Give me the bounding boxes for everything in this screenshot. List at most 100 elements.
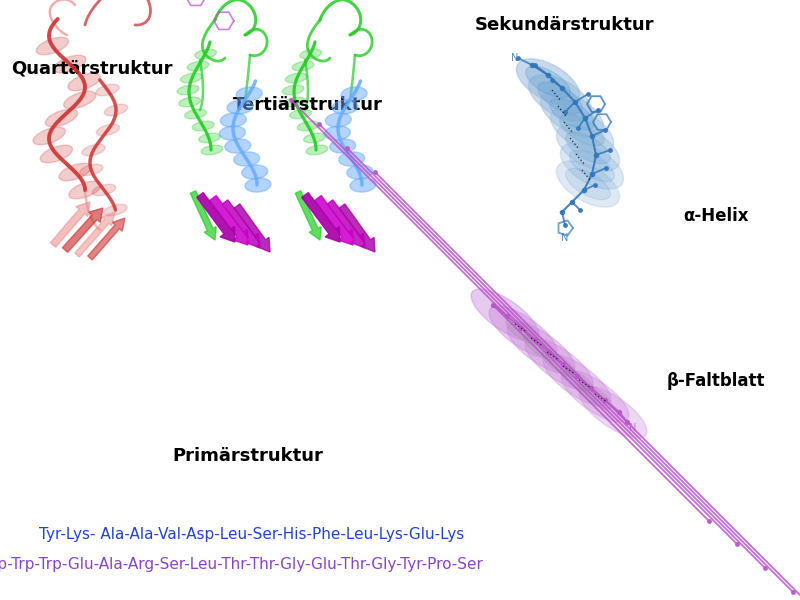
- FancyArrow shape: [197, 193, 235, 242]
- FancyArrow shape: [327, 200, 365, 248]
- Text: N: N: [562, 233, 569, 243]
- Text: Primärstruktur: Primärstruktur: [173, 447, 323, 465]
- Ellipse shape: [69, 181, 101, 199]
- Ellipse shape: [227, 100, 253, 114]
- Ellipse shape: [578, 383, 612, 409]
- Ellipse shape: [298, 121, 319, 131]
- Ellipse shape: [219, 126, 246, 140]
- Ellipse shape: [560, 367, 594, 393]
- Ellipse shape: [187, 61, 209, 71]
- Text: Tyr-Lys- Ala-Ala-Val-Asp-Leu-Ser-His-Phe-Leu-Lys-Glu-Lys: Tyr-Lys- Ala-Ala-Val-Asp-Leu-Ser-His-Phe…: [39, 527, 465, 541]
- Ellipse shape: [185, 109, 206, 119]
- Ellipse shape: [225, 139, 250, 153]
- Ellipse shape: [59, 163, 91, 181]
- Ellipse shape: [529, 75, 591, 121]
- Ellipse shape: [236, 87, 262, 101]
- Ellipse shape: [54, 55, 86, 73]
- Ellipse shape: [96, 84, 119, 96]
- Ellipse shape: [538, 82, 582, 114]
- Text: Sekundärstruktur: Sekundärstruktur: [474, 16, 654, 34]
- FancyArrow shape: [234, 204, 270, 252]
- Ellipse shape: [201, 145, 223, 155]
- Ellipse shape: [192, 121, 214, 131]
- Ellipse shape: [471, 289, 539, 341]
- FancyArrow shape: [302, 193, 340, 242]
- Ellipse shape: [542, 351, 576, 377]
- Ellipse shape: [566, 168, 610, 200]
- Ellipse shape: [557, 161, 619, 207]
- Ellipse shape: [82, 144, 106, 156]
- Ellipse shape: [242, 165, 268, 179]
- Ellipse shape: [524, 335, 558, 361]
- Ellipse shape: [570, 150, 614, 182]
- FancyArrow shape: [210, 196, 248, 245]
- FancyArrow shape: [190, 191, 216, 240]
- FancyArrow shape: [88, 218, 125, 260]
- Text: Quartärstruktur: Quartärstruktur: [11, 60, 173, 78]
- Ellipse shape: [489, 306, 557, 358]
- Ellipse shape: [506, 319, 540, 345]
- Text: Tertiärstruktur: Tertiärstruktur: [233, 96, 383, 114]
- Ellipse shape: [292, 61, 314, 71]
- Text: β-Faltblatt: β-Faltblatt: [666, 372, 766, 390]
- Ellipse shape: [198, 133, 221, 143]
- Ellipse shape: [40, 145, 73, 163]
- Ellipse shape: [284, 97, 306, 107]
- Ellipse shape: [526, 66, 570, 98]
- Ellipse shape: [290, 109, 311, 119]
- Ellipse shape: [332, 100, 358, 114]
- Ellipse shape: [178, 85, 199, 95]
- Ellipse shape: [347, 165, 373, 179]
- FancyArrow shape: [74, 212, 115, 257]
- FancyArrow shape: [314, 196, 353, 245]
- Ellipse shape: [557, 125, 619, 171]
- Ellipse shape: [561, 143, 623, 189]
- Ellipse shape: [92, 184, 115, 196]
- Ellipse shape: [325, 126, 350, 140]
- Ellipse shape: [566, 132, 610, 164]
- Ellipse shape: [282, 85, 304, 95]
- Ellipse shape: [525, 338, 593, 390]
- Ellipse shape: [181, 73, 202, 83]
- FancyArrow shape: [50, 202, 90, 247]
- Ellipse shape: [300, 49, 322, 59]
- Ellipse shape: [330, 139, 356, 153]
- FancyArrow shape: [339, 204, 375, 252]
- Ellipse shape: [350, 178, 376, 192]
- Ellipse shape: [79, 164, 103, 176]
- Ellipse shape: [561, 370, 629, 422]
- Ellipse shape: [550, 98, 594, 130]
- Ellipse shape: [234, 152, 260, 166]
- Ellipse shape: [64, 91, 96, 109]
- Ellipse shape: [306, 145, 328, 155]
- Ellipse shape: [179, 97, 201, 107]
- Ellipse shape: [68, 73, 100, 91]
- Ellipse shape: [104, 104, 128, 116]
- Ellipse shape: [194, 49, 217, 59]
- Ellipse shape: [507, 322, 575, 374]
- Ellipse shape: [96, 124, 119, 136]
- Text: N: N: [511, 53, 518, 63]
- Ellipse shape: [560, 114, 604, 146]
- Ellipse shape: [326, 113, 351, 127]
- Ellipse shape: [46, 109, 78, 127]
- Ellipse shape: [220, 113, 246, 127]
- Text: Asp-Trp-Trp-Glu-Ala-Arg-Ser-Leu-Thr-Thr-Gly-Glu-Thr-Gly-Tyr-Pro-Ser: Asp-Trp-Trp-Glu-Ala-Arg-Ser-Leu-Thr-Thr-…: [0, 557, 484, 571]
- Ellipse shape: [517, 59, 579, 105]
- Ellipse shape: [36, 37, 69, 55]
- Ellipse shape: [338, 152, 365, 166]
- Ellipse shape: [304, 133, 326, 143]
- Text: N: N: [630, 423, 637, 433]
- Ellipse shape: [245, 178, 271, 192]
- Ellipse shape: [342, 87, 367, 101]
- FancyArrow shape: [222, 200, 260, 248]
- FancyArrow shape: [62, 208, 103, 253]
- FancyArrow shape: [295, 191, 321, 240]
- Ellipse shape: [541, 91, 603, 137]
- Text: α-Helix: α-Helix: [683, 207, 749, 225]
- Ellipse shape: [579, 386, 647, 438]
- Ellipse shape: [550, 107, 614, 153]
- Ellipse shape: [104, 204, 127, 216]
- Ellipse shape: [543, 354, 611, 406]
- Ellipse shape: [33, 127, 66, 145]
